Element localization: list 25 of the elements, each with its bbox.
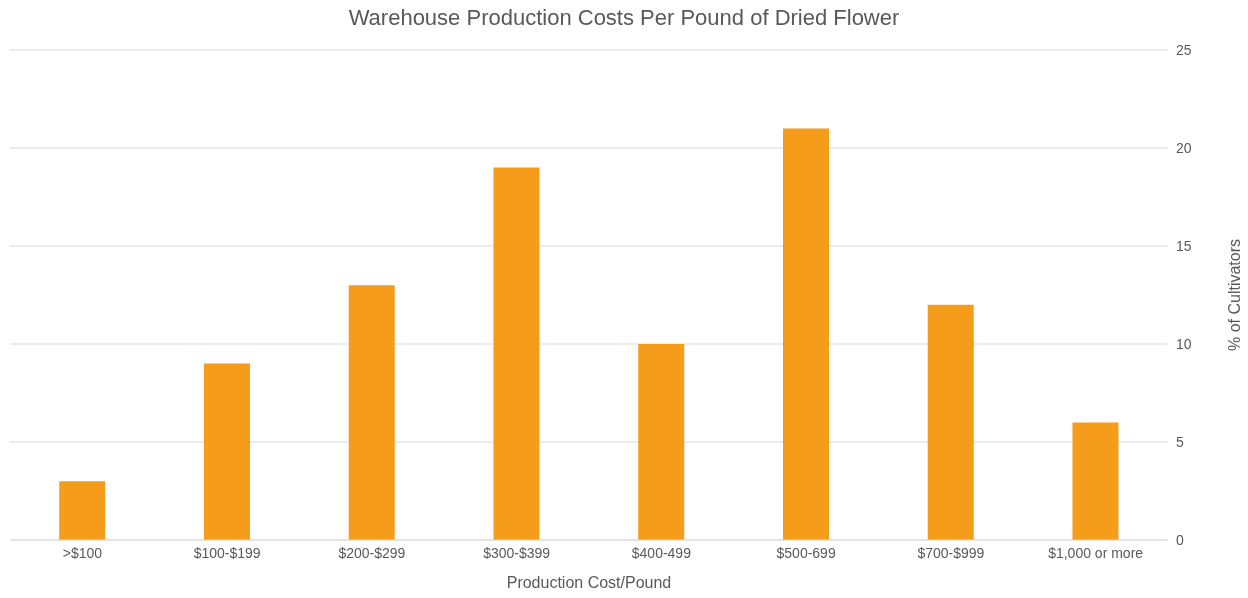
x-tick-label: $400-499 (631, 544, 692, 561)
x-tick-label: $500-699 (776, 544, 836, 561)
y-tick-label: 15 (1176, 237, 1192, 254)
y-tick-label: 25 (1176, 41, 1192, 58)
y-tick-label: 0 (1176, 531, 1184, 548)
x-tick-label: $1,000 or more (1048, 544, 1144, 561)
x-axis-title: Production Cost/Pound (506, 574, 672, 591)
x-tick-label: $100-$199 (193, 544, 261, 561)
x-tick-label: $300-$399 (483, 544, 551, 561)
x-tick-label: $700-$999 (917, 544, 985, 561)
x-tick-label: $200-$299 (338, 544, 406, 561)
x-tick-label: >$100 (62, 544, 103, 561)
bar (59, 481, 106, 540)
bar (927, 304, 974, 540)
y-tick-label: 20 (1176, 139, 1192, 156)
bar (493, 167, 540, 540)
bar (782, 128, 829, 540)
bar (638, 344, 685, 540)
chart-title: Warehouse Production Costs Per Pound of Dried Flower (347, 4, 901, 32)
y-tick-label: 5 (1176, 433, 1184, 450)
y-tick-label: 10 (1176, 335, 1192, 352)
bar (348, 285, 395, 540)
bar (203, 363, 250, 540)
y-axis-title: % of Cultivators (1225, 238, 1243, 352)
bar (1072, 422, 1119, 540)
